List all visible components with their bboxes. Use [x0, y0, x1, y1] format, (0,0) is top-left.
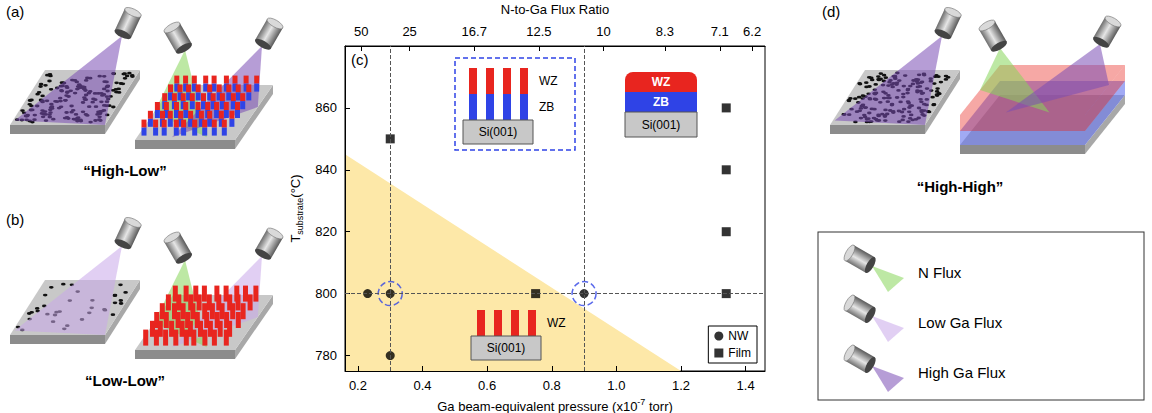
svg-text:N-to-Ga Flux Ratio: N-to-Ga Flux Ratio	[501, 2, 609, 17]
svg-text:substrate: substrate	[295, 198, 305, 235]
svg-text:WZ: WZ	[547, 316, 566, 330]
svg-text:50: 50	[354, 24, 368, 39]
svg-text:-7: -7	[637, 397, 645, 407]
svg-text:“High-High”: “High-High”	[917, 178, 1004, 195]
svg-text:1.0: 1.0	[607, 378, 625, 393]
svg-text:ZB: ZB	[653, 95, 669, 109]
svg-text:Si(001): Si(001)	[479, 125, 518, 139]
svg-text:(d): (d)	[822, 3, 840, 20]
svg-text:(b): (b)	[6, 211, 24, 228]
svg-text:Ga beam-equivalent pressure (x: Ga beam-equivalent pressure (x10	[437, 399, 637, 413]
svg-text:WZ: WZ	[539, 74, 558, 88]
svg-text:780: 780	[315, 348, 337, 363]
svg-text:0.2: 0.2	[349, 378, 367, 393]
svg-text:7.1: 7.1	[711, 24, 729, 39]
svg-text:800: 800	[315, 286, 337, 301]
svg-text:0.6: 0.6	[478, 378, 496, 393]
svg-text:High Ga Flux: High Ga Flux	[918, 364, 1006, 381]
svg-text:Si(001): Si(001)	[642, 118, 681, 132]
svg-text:Film: Film	[728, 346, 751, 360]
svg-text:820: 820	[315, 224, 337, 239]
svg-text:840: 840	[315, 162, 337, 177]
svg-text:torr): torr)	[645, 399, 672, 413]
svg-text:“Low-Low”: “Low-Low”	[85, 372, 165, 389]
svg-text:T: T	[288, 235, 303, 243]
svg-text:10: 10	[596, 24, 610, 39]
svg-text:NW: NW	[728, 329, 749, 343]
svg-text:ZB: ZB	[539, 100, 554, 114]
svg-text:“High-Low”: “High-Low”	[83, 162, 166, 179]
svg-text:1.4: 1.4	[737, 378, 755, 393]
svg-text:25: 25	[402, 24, 416, 39]
svg-text:WZ: WZ	[652, 75, 671, 89]
svg-text:8.3: 8.3	[656, 24, 674, 39]
svg-text:1.2: 1.2	[672, 378, 690, 393]
svg-text:(°C): (°C)	[288, 174, 303, 197]
svg-text:12.5: 12.5	[526, 24, 551, 39]
svg-text:0.8: 0.8	[543, 378, 561, 393]
svg-text:0.4: 0.4	[413, 378, 431, 393]
svg-text:(c): (c)	[351, 51, 369, 68]
svg-text:(a): (a)	[6, 3, 24, 20]
svg-text:Si(001): Si(001)	[487, 341, 526, 355]
svg-text:6.2: 6.2	[743, 24, 761, 39]
svg-text:N Flux: N Flux	[918, 264, 962, 281]
svg-text:16.7: 16.7	[462, 24, 487, 39]
svg-text:860: 860	[315, 100, 337, 115]
svg-text:Low Ga Flux: Low Ga Flux	[918, 314, 1003, 331]
